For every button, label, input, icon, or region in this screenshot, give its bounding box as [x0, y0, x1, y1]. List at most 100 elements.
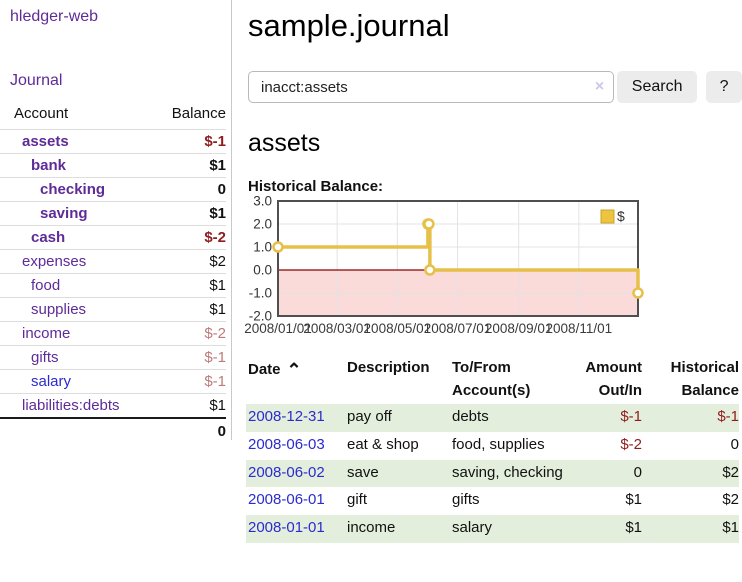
transaction-accounts: food, supplies	[452, 435, 545, 453]
transaction-balance: $1	[722, 519, 739, 536]
account-row-food: food $1	[0, 273, 226, 298]
brand-link[interactable]: hledger-web	[10, 8, 99, 25]
register-row: 2008-06-02 save saving, checking 0 $2	[246, 459, 739, 488]
register-row: 2008-06-03 eat & shop food, supplies $-2…	[246, 432, 739, 460]
svg-text:1.0: 1.0	[253, 240, 272, 255]
account-balance: $1	[155, 201, 226, 226]
account-row-salary: salary $-1	[0, 369, 226, 394]
svg-text:2008/03/01: 2008/03/01	[303, 321, 371, 336]
account-link[interactable]: checking	[40, 181, 106, 198]
accounts-total-value: 0	[155, 417, 226, 444]
transaction-balance: $-1	[717, 408, 739, 425]
search-bar: × Search ?	[248, 71, 742, 103]
transaction-date-link[interactable]: 2008-06-02	[248, 463, 325, 481]
svg-text:-1.0: -1.0	[249, 286, 272, 301]
account-balance: $-1	[155, 129, 226, 154]
help-button[interactable]: ?	[706, 71, 742, 103]
account-link[interactable]: gifts	[31, 349, 59, 366]
column-header-balance: Historical Balance	[670, 359, 739, 399]
account-link[interactable]: income	[22, 325, 71, 342]
account-balance: $-1	[155, 345, 226, 370]
chart-legend: $	[600, 208, 625, 224]
clear-search-icon[interactable]: ×	[594, 78, 605, 95]
transaction-description: pay off	[347, 408, 392, 425]
account-heading: assets	[248, 129, 321, 157]
transaction-description: save	[347, 463, 379, 481]
search-button[interactable]: Search	[617, 71, 698, 103]
balance-column-header: Balance	[171, 105, 226, 122]
account-row-liabilities-debts: liabilities:debts $1	[0, 393, 226, 418]
transaction-date-link[interactable]: 2008-01-01	[248, 519, 325, 536]
account-balance: 0	[155, 177, 226, 202]
register-header-row: Date ⌃ Description To/From Account(s) Amo…	[246, 355, 739, 404]
register-row: 2008-06-01 gift gifts $1 $2	[246, 487, 739, 515]
register-table: Date ⌃ Description To/From Account(s) Amo…	[246, 355, 739, 543]
page-title: sample.journal	[248, 8, 450, 43]
search-input[interactable]	[248, 71, 615, 103]
account-row-checking: checking 0	[0, 177, 226, 202]
accounts-header-row: Account Balance	[0, 102, 226, 130]
historical-balance-chart[interactable]: 3.0 2.0 1.0 0.0 -1.0 -2.0 2008/01/01 2008/03/01…	[240, 194, 742, 343]
account-link[interactable]: supplies	[31, 301, 87, 318]
transaction-accounts: gifts	[452, 491, 480, 509]
account-link[interactable]: food	[31, 277, 61, 294]
svg-text:$: $	[617, 208, 625, 224]
transaction-amount: $1	[625, 491, 642, 509]
account-link[interactable]: salary	[31, 373, 72, 390]
svg-text:-2.0: -2.0	[249, 309, 272, 324]
chart-title: Historical Balance:	[248, 178, 384, 195]
svg-text:2008/01/01: 2008/01/01	[244, 321, 312, 336]
account-row-gifts: gifts $-1	[0, 345, 226, 370]
account-link[interactable]: expenses	[22, 253, 87, 270]
main-content: sample.journal × Search ? assets Histori…	[240, 0, 742, 543]
account-link[interactable]: cash	[31, 229, 66, 246]
svg-text:2008/07/01: 2008/07/01	[424, 321, 492, 336]
transaction-amount: $-2	[620, 435, 642, 453]
transaction-balance: $2	[722, 491, 739, 509]
account-row-saving: saving $1	[0, 201, 226, 226]
account-row-assets: assets $-1	[0, 129, 226, 154]
transaction-balance: $2	[722, 463, 739, 481]
account-row-supplies: supplies $1	[0, 297, 226, 322]
register-row: 2008-12-31 pay off debts $-1 $-1	[246, 404, 739, 432]
svg-text:2008/09/01: 2008/09/01	[485, 321, 553, 336]
svg-text:2.0: 2.0	[253, 217, 272, 232]
account-link[interactable]: assets	[22, 133, 69, 150]
transaction-date-link[interactable]: 2008-12-31	[248, 408, 325, 425]
chart-canvas: 3.0 2.0 1.0 0.0 -1.0 -2.02008/01/012008/03/01…	[244, 194, 644, 336]
column-header-description: Description	[347, 359, 430, 376]
date-header-label: Date	[248, 361, 281, 378]
transaction-amount: 0	[633, 463, 642, 481]
account-link[interactable]: liabilities:debts	[22, 397, 120, 414]
account-balance: $1	[155, 273, 226, 298]
accounts-tree: Account Balance assets $-1 bank $1 check…	[0, 102, 226, 444]
column-header-accounts: To/From Account(s)	[452, 359, 531, 399]
transaction-amount: $-1	[620, 408, 642, 425]
account-balance: $-1	[155, 369, 226, 394]
svg-text:3.0: 3.0	[253, 194, 272, 209]
transaction-description: eat & shop	[347, 435, 419, 453]
account-link[interactable]: saving	[40, 205, 88, 222]
transaction-amount: $1	[625, 519, 642, 536]
sidebar-item-journal[interactable]: Journal	[10, 72, 63, 89]
transaction-accounts: saving, checking	[452, 463, 563, 481]
column-header-date[interactable]: Date ⌃	[246, 355, 347, 404]
account-link[interactable]: bank	[31, 157, 67, 174]
account-balance: $1	[155, 297, 226, 322]
account-row-income: income $-2	[0, 321, 226, 346]
transaction-date-link[interactable]: 2008-06-01	[248, 491, 325, 509]
transaction-description: income	[347, 519, 396, 536]
account-balance: $1	[155, 393, 226, 418]
account-balance: $2	[155, 249, 226, 274]
account-balance: $1	[155, 153, 226, 178]
register-row: 2008-01-01 income salary $1 $1	[246, 515, 739, 543]
account-row-cash: cash $-2	[0, 225, 226, 250]
svg-text:0.0: 0.0	[253, 263, 272, 278]
transaction-accounts: salary	[452, 519, 493, 536]
account-row-bank: bank $1	[0, 153, 226, 178]
transaction-date-link[interactable]: 2008-06-03	[248, 435, 325, 453]
account-row-expenses: expenses $2	[0, 249, 226, 274]
transaction-accounts: debts	[452, 408, 489, 425]
account-balance: $-2	[155, 321, 226, 346]
transaction-balance: 0	[730, 435, 739, 453]
